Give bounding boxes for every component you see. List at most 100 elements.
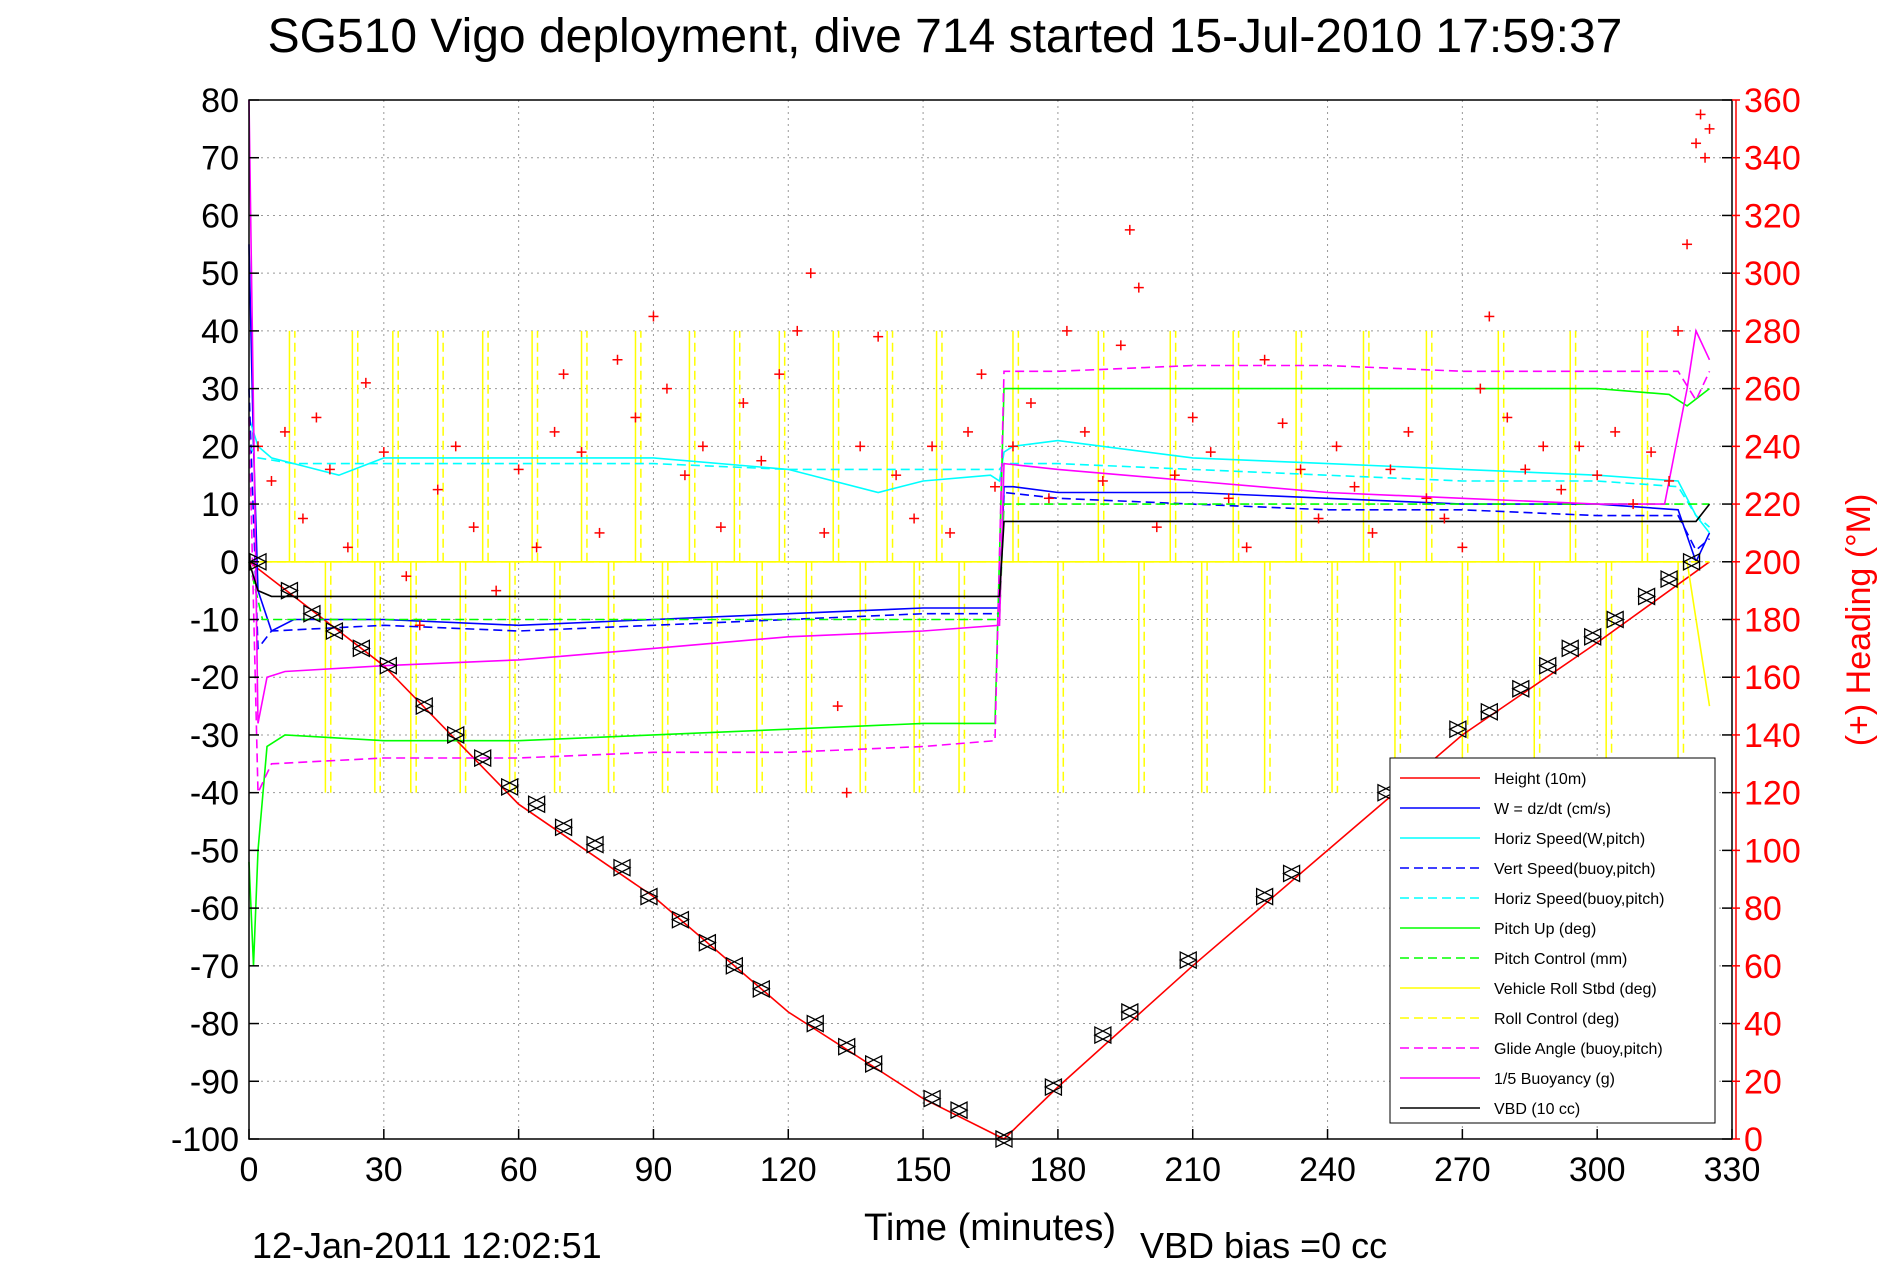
depth-marker-left [248,552,267,571]
heading-point [549,426,560,437]
heading-point [1169,470,1180,481]
series-line [248,99,1711,724]
depth-marker-left [864,1054,883,1074]
y2-tick-label: 100 [1744,832,1801,870]
heading-point [1475,383,1486,394]
x-tick-label: 330 [1704,1151,1761,1189]
depth-marker-left [414,697,433,716]
heading-point [630,412,641,423]
heading-point [715,522,726,533]
chart-title: SG510 Vigo deployment, dive 714 started … [268,10,1623,63]
heading-point [1628,499,1639,510]
depth-marker [446,725,466,744]
legend-label: Glide Angle (buoy,pitch) [1494,1041,1663,1058]
y2-tick-label: 120 [1744,775,1801,813]
heading-point [1646,447,1657,458]
y2-tick-label: 360 [1744,82,1801,120]
heading-point [279,426,290,437]
heading-point [1403,426,1414,437]
x-axis-label: Time (minutes) [864,1207,1116,1249]
heading-point [841,787,852,798]
heading-point [1538,441,1549,452]
depth-marker-left [1255,887,1274,906]
depth-markers [248,552,1702,1149]
depth-marker-left [1448,720,1467,739]
depth-marker-left [585,835,604,854]
heading-point [342,542,353,553]
heading-point [1295,464,1306,475]
depth-marker [1479,702,1499,721]
y-tick-label: 0 [220,544,239,582]
y2-tick-label: 20 [1744,1063,1782,1101]
y-tick-label: -80 [190,1006,239,1044]
series-line [248,503,1711,598]
heading-point [909,513,920,524]
heading-point [1421,493,1432,504]
depth-marker [1659,570,1679,589]
depth-marker-left [500,777,519,796]
heading-point [1664,475,1675,486]
heading-point [1367,527,1378,538]
heading-point [1124,224,1135,235]
y-tick-label: 80 [201,82,239,120]
heading-point [1349,481,1360,492]
legend-label: W = dz/dt (cm/s) [1494,801,1611,818]
generated-timestamp: 12-Jan-2011 12:02:51 [252,1225,602,1262]
heading-point [792,325,803,336]
y-tick-label: -70 [190,948,239,986]
heading-point [1556,484,1567,495]
y2-tick-label: 60 [1744,948,1782,986]
heading-point [989,481,1000,492]
heading-point [1682,239,1693,250]
legend-label: Height (10m) [1494,771,1586,788]
depth-marker [697,933,717,952]
heading-point [1259,354,1270,365]
heading-point [1592,470,1603,481]
x-tick-label: 210 [1164,1151,1221,1189]
depth-marker-left [1043,1077,1063,1097]
depth-marker-left [1120,1002,1139,1022]
y2-tick-label: 80 [1744,890,1782,928]
depth-marker-left [1093,1026,1112,1045]
heading-point [1673,325,1684,336]
heading-point [661,383,672,394]
depth-marker-left [949,1101,968,1120]
depth-marker [949,1101,969,1120]
heading-point [976,369,987,380]
depth-marker [527,795,547,814]
depth-marker [751,979,771,998]
depth-marker [1637,587,1657,606]
depth-marker [837,1037,857,1056]
depth-marker [1178,951,1198,970]
y-tick-label: -60 [190,890,239,928]
heading-point [401,571,412,582]
depth-marker-left [612,858,631,877]
depth-marker [302,604,322,623]
depth-marker-left [639,887,658,906]
y-tick-label: 50 [201,255,239,293]
depth-marker [351,639,371,658]
heading-point [378,447,389,458]
y-tick-label: 30 [201,371,239,409]
heading-point [1313,513,1324,524]
legend-label: Vert Speed(buoy,pitch) [1494,861,1656,878]
depth-marker [1560,639,1580,658]
x-tick-label: 90 [635,1151,673,1189]
depth-marker [414,697,434,716]
depth-marker [670,910,690,929]
x-tick-label: 30 [365,1151,403,1189]
depth-marker-left [351,639,370,658]
y2-axis-label: (+) Heading (°M) [1840,494,1878,747]
depth-marker [1255,887,1275,906]
legend-label: Roll Control (deg) [1494,1011,1619,1028]
y-axis-ticks: 80 70 60 50 40 30 20 10 0 -10 -20 -30 -40 -50 -60 -70 -8… [171,82,1732,1159]
heading-point [558,369,569,380]
depth-marker-left [1178,951,1197,970]
depth-marker [324,621,344,641]
heading-point [594,527,605,538]
heading-point [855,441,866,452]
heading-point [1457,542,1468,553]
y-tick-label: -20 [190,659,239,697]
y-tick-label: -50 [190,832,239,870]
